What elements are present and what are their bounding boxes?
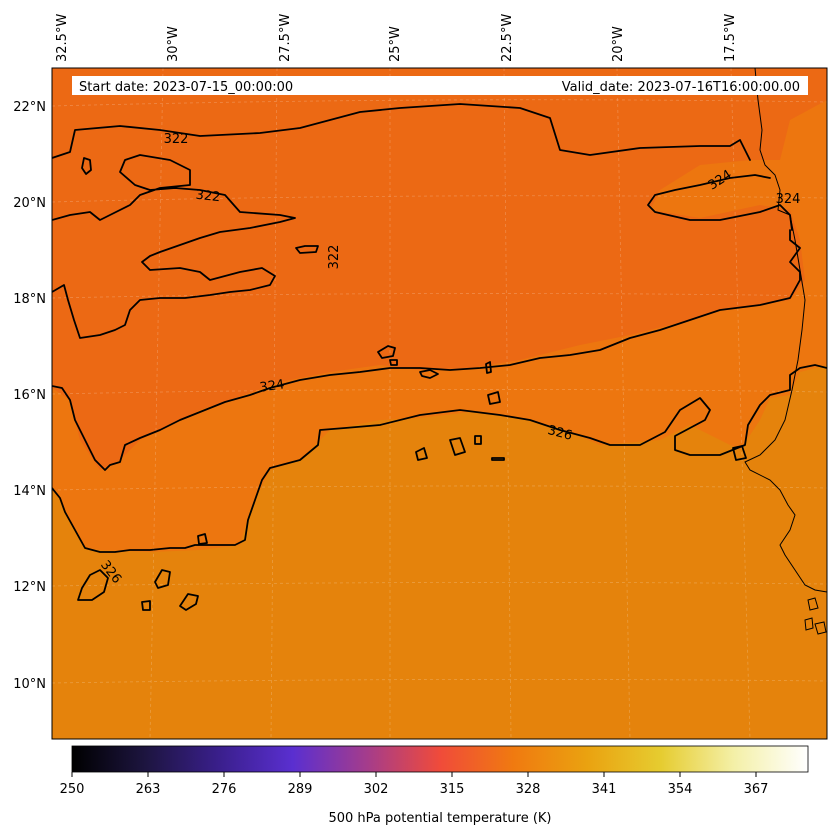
lat-label-16n: 16°N — [13, 388, 46, 403]
contour-326-island-3 — [179, 593, 199, 611]
longitude-labels: 32.5°W 30°W 27.5°W 25°W 22.5°W 20°W 17.5… — [55, 14, 738, 62]
colorbar-tick-276: 276 — [212, 772, 237, 797]
contour-label-324-a: 324 — [259, 377, 286, 395]
contour-label-322-a: 322 — [164, 132, 189, 147]
colorbar-tick-367: 367 — [744, 772, 769, 797]
contour-326-island-11 — [491, 457, 505, 461]
colorbar-ticks: 250 263 276 289 302 315 328 341 354 367 — [60, 772, 769, 797]
lat-label-10n: 10°N — [13, 677, 46, 692]
contour-labels: 322 322 322 324 324 324 326 326 — [97, 132, 800, 587]
info-box — [72, 76, 808, 95]
svg-text:263: 263 — [136, 782, 161, 797]
lon-label-17-5w: 17.5°W — [723, 14, 738, 62]
lon-label-20w: 20°W — [611, 26, 626, 62]
svg-text:367: 367 — [744, 782, 769, 797]
temperature-field-cool — [52, 68, 827, 470]
start-date-label: Start date: 2023-07-15_00:00:00 — [79, 80, 293, 95]
lat-label-22n: 22°N — [13, 100, 46, 115]
contour-label-322-c: 322 — [327, 245, 342, 270]
lat-label-18n: 18°N — [13, 292, 46, 307]
colorbar: 250 263 276 289 302 315 328 341 354 367 … — [60, 745, 809, 826]
contour-324-main — [52, 229, 801, 471]
lon-label-25w: 25°W — [388, 26, 403, 62]
contour-322-west — [52, 154, 296, 339]
contour-label-322-b: 322 — [195, 188, 221, 206]
colorbar-bar — [71, 745, 809, 773]
contour-label-324-c: 324 — [776, 192, 801, 207]
svg-text:328: 328 — [516, 782, 541, 797]
contour-326-island-10 — [732, 445, 747, 461]
lat-label-20n: 20°N — [13, 196, 46, 211]
contour-326-island-1 — [77, 569, 109, 601]
lon-label-27-5w: 27.5°W — [278, 14, 293, 62]
contour-326-island-5 — [197, 533, 208, 545]
contour-326-island-8 — [474, 435, 482, 445]
contour-label-326-a: 326 — [546, 423, 574, 444]
svg-text:341: 341 — [592, 782, 617, 797]
svg-text:276: 276 — [212, 782, 237, 797]
contour-326-main — [52, 364, 827, 553]
contour-322-island — [81, 157, 92, 175]
colorbar-tick-341: 341 — [592, 772, 617, 797]
contour-322-north — [52, 103, 751, 161]
colorbar-tick-328: 328 — [516, 772, 541, 797]
contour-326-island-2 — [154, 569, 171, 589]
colorbar-tick-302: 302 — [364, 772, 389, 797]
svg-text:250: 250 — [60, 782, 85, 797]
contour-324-island-3 — [485, 361, 492, 374]
map-area — [52, 68, 827, 739]
contour-324-island-4 — [389, 359, 398, 366]
colorbar-tick-263: 263 — [136, 772, 161, 797]
lon-label-32-5w: 32.5°W — [55, 14, 70, 62]
contour-326-island-6 — [449, 437, 466, 456]
valid-date-label: Valid_date: 2023-07-16T16:00:00.00 — [562, 80, 800, 95]
contour-326-island-9 — [487, 391, 501, 405]
contour-324-east — [647, 174, 793, 231]
contour-322-small — [295, 245, 319, 254]
cape-verde-coast — [804, 597, 827, 635]
svg-text:302: 302 — [364, 782, 389, 797]
colorbar-tick-315: 315 — [440, 772, 465, 797]
lon-label-30w: 30°W — [166, 26, 181, 62]
latitude-labels: 22°N 20°N 18°N 16°N 14°N 12°N 10°N — [13, 100, 46, 692]
contour-326-island-7 — [415, 447, 428, 461]
lat-label-12n: 12°N — [13, 580, 46, 595]
africa-coastline — [744, 68, 827, 593]
svg-text:315: 315 — [440, 782, 465, 797]
lat-label-14n: 14°N — [13, 484, 46, 499]
contour-324-island-1 — [377, 345, 396, 359]
map-frame — [51, 67, 828, 740]
colorbar-tick-289: 289 — [288, 772, 313, 797]
svg-text:354: 354 — [668, 782, 693, 797]
colorbar-tick-250: 250 — [60, 772, 85, 797]
contour-326-island-4 — [141, 600, 151, 611]
colorbar-tick-354: 354 — [668, 772, 693, 797]
svg-text:289: 289 — [288, 782, 313, 797]
lon-label-22-5w: 22.5°W — [500, 14, 515, 62]
colorbar-title: 500 hPa potential temperature (K) — [328, 811, 551, 826]
graticule — [52, 68, 827, 739]
contour-324-island-2 — [419, 369, 439, 379]
